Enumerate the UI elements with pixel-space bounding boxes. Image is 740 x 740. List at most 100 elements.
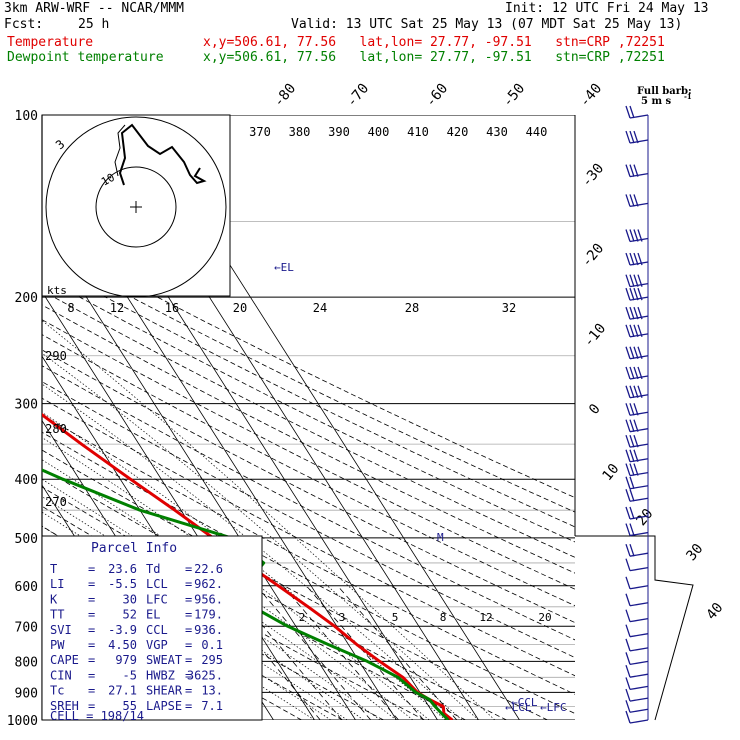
wind-barb [625, 449, 649, 463]
isotherm-label: 30 [683, 541, 706, 564]
hodo-speed-label: 16 [165, 301, 179, 315]
barb-flag [629, 403, 635, 416]
wind-barb [625, 506, 649, 520]
barb-shaft [629, 375, 649, 380]
barb-flag [625, 346, 631, 359]
el-marker: ←EL [274, 261, 294, 274]
parcel-name-a: CIN [50, 668, 72, 682]
barb-flag [625, 434, 631, 448]
parcel-eq: = [88, 668, 95, 682]
mixing-ratio-label: 12 [479, 611, 492, 624]
barb-flag [625, 306, 631, 320]
parcel-value-a: 30 [123, 592, 137, 606]
barb-flag [629, 252, 635, 266]
dry-adiabat [42, 365, 575, 641]
mixing-ratio-label: 20 [538, 611, 551, 624]
parcel-name-b: VGP [146, 638, 168, 652]
wind-barb [625, 306, 649, 320]
barb-shaft [629, 697, 649, 702]
isotherm-label: -50 [500, 81, 529, 111]
valid-time: Valid: 13 UTC Sat 25 May 13 (07 MDT Sat … [291, 17, 683, 32]
barb-flag [625, 609, 631, 622]
barb-flag [625, 229, 631, 242]
parcel-eq: = [185, 623, 192, 637]
dewpoint-legend: Dewpoint temperature [7, 50, 164, 65]
theta-label: 420 [447, 125, 469, 139]
parcel-value-a: 27.1 [108, 684, 137, 698]
hodo-trace-thin [114, 124, 126, 177]
wind-barb [625, 624, 649, 638]
wind-barb [625, 543, 649, 557]
hodo-ring-outer [45, 116, 227, 298]
barb-flag [629, 419, 635, 432]
barb-flag [629, 229, 635, 242]
barb-shaft [629, 172, 649, 178]
wind-barb [625, 164, 649, 178]
wind-barb [625, 366, 649, 380]
barb-flag [625, 700, 631, 713]
barb-flag [625, 476, 631, 489]
pressure-label: 600 [15, 580, 38, 595]
barb-flag [633, 324, 639, 338]
barb-flag [633, 346, 639, 359]
hodo-trace-bold [118, 123, 207, 186]
barb-flag [629, 543, 635, 557]
wind-barb [625, 252, 649, 266]
wind-barb [625, 489, 649, 502]
barb-flag [633, 434, 639, 448]
barb-flag [625, 624, 631, 637]
parcel-eq: = [88, 653, 95, 667]
parcel-row: CAPE = 979 SWEAT = 295 [50, 653, 223, 667]
temperature-legend: Temperature [7, 35, 94, 50]
barb-flag [629, 523, 635, 536]
isotherm-label: 0 [586, 401, 604, 418]
parcel-eq: = [185, 699, 192, 713]
barb-shaft [629, 139, 649, 144]
parcel-value-b: 956. [194, 592, 223, 606]
barb-shaft [629, 315, 649, 320]
barb-shaft [629, 602, 649, 607]
parcel-eq: = [88, 699, 95, 713]
wind-barb [625, 403, 649, 416]
barb-shaft [629, 261, 649, 266]
parcel-eq: = [185, 608, 192, 622]
isotherm-label: -70 [344, 81, 373, 111]
wind-barb [625, 105, 649, 119]
parcel-row: T = 23.6 Td = 22.6 [50, 562, 223, 576]
mixing-ratio-line [228, 585, 343, 720]
parcel-row: K = 30 LFC = 956. [50, 592, 223, 606]
barb-flag [629, 366, 635, 380]
barb-flag [625, 558, 631, 571]
barb-shaft [629, 660, 649, 666]
barb-shaft [629, 237, 649, 243]
parcel-value-b: 13. [201, 684, 223, 698]
isotherm-label: -30 [579, 161, 608, 191]
isotherm-label: -40 [577, 81, 606, 111]
hodo-speed-label: 32 [502, 301, 516, 315]
barb-flag [625, 543, 631, 557]
parcel-cell: CELL = 198/14 [50, 709, 144, 723]
barb-flag [637, 306, 643, 320]
barb-shaft [629, 443, 649, 448]
barb-shaft [629, 567, 649, 572]
moist-adiabat [42, 320, 496, 720]
barb-flag [629, 346, 635, 359]
hodo-speed-label: 24 [313, 301, 327, 315]
parcel-name-b: LAPSE [146, 699, 182, 713]
parcel-eq: = [185, 577, 192, 591]
dry-adiabat [42, 319, 575, 590]
dry-adiabat [42, 505, 425, 720]
barb-key-sup: -1 [684, 92, 692, 101]
parcel-name-b: Td [146, 562, 160, 576]
wind-barb [625, 476, 649, 490]
wind-barb [625, 229, 649, 243]
pressure-label: 500 [15, 532, 38, 547]
barb-flag [625, 576, 631, 589]
parcel-value-a: 55 [123, 699, 137, 713]
barb-flag [625, 287, 631, 301]
barb-flag [625, 403, 631, 416]
hodo-speed-label: 28 [405, 301, 419, 315]
parcel-eq: = [185, 653, 192, 667]
